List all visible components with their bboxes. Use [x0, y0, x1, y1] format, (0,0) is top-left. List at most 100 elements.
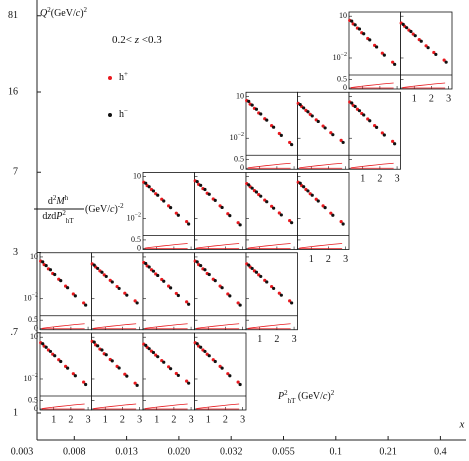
point	[144, 261, 148, 266]
point	[353, 104, 357, 109]
legend-sup: +	[124, 70, 128, 78]
point	[277, 211, 281, 215]
panel-y-label-num: d2Mh	[48, 194, 69, 208]
band	[299, 243, 343, 249]
panel-frame	[245, 91, 298, 170]
point	[174, 291, 178, 296]
point	[123, 291, 127, 295]
x-tick-label: 2	[274, 334, 279, 345]
point	[104, 353, 108, 357]
legend-label: h−	[119, 107, 128, 121]
point	[306, 110, 310, 114]
point	[185, 300, 189, 304]
point	[339, 219, 343, 224]
ratio-y-tick-label: 0	[34, 324, 38, 333]
point	[135, 301, 139, 305]
panel-frame	[142, 252, 195, 331]
point	[272, 286, 276, 291]
text-part: <0.3	[139, 34, 162, 46]
point	[84, 303, 88, 307]
band	[144, 243, 188, 249]
y-tick-sup: −2	[341, 52, 347, 58]
panel-frame	[194, 172, 247, 250]
point	[265, 118, 269, 122]
panel-frame	[39, 332, 92, 411]
point	[419, 39, 423, 43]
y-tick-label: 10−2	[24, 373, 38, 382]
point	[82, 380, 86, 384]
point	[151, 189, 156, 193]
point	[259, 112, 263, 116]
point	[187, 302, 191, 306]
point	[59, 359, 63, 364]
point	[323, 206, 327, 210]
point	[279, 293, 283, 297]
outer-y-tick-label: .7	[11, 327, 19, 338]
point	[110, 359, 114, 363]
outer-x-tick-label: 0.21	[379, 446, 397, 457]
point	[147, 265, 151, 269]
x-tick-label: 1	[257, 334, 262, 345]
point	[187, 222, 191, 226]
band	[93, 323, 137, 329]
annotation: 0.2< z <0.3	[112, 34, 162, 46]
outer-x-tick-label: 0.013	[115, 446, 138, 457]
band	[196, 323, 240, 329]
x-tick-label: 3	[86, 414, 91, 425]
y-tick-base: 10	[333, 53, 341, 62]
point	[71, 292, 75, 296]
text-part: P	[277, 391, 284, 402]
y-tick-label: 10	[30, 252, 38, 261]
text-part: h	[65, 194, 69, 202]
point	[250, 103, 254, 107]
point	[331, 213, 335, 217]
band	[350, 82, 394, 89]
y-tick-base: 10	[127, 213, 135, 222]
point	[238, 223, 242, 227]
point	[66, 366, 70, 370]
band	[247, 162, 291, 169]
point	[290, 301, 294, 305]
point	[226, 372, 230, 376]
point	[323, 126, 327, 130]
point	[169, 367, 173, 371]
point	[135, 383, 139, 387]
outer-x-tick-label: 0.1	[330, 446, 343, 457]
point	[203, 268, 207, 272]
point	[176, 213, 180, 217]
point	[279, 133, 283, 137]
point	[254, 107, 259, 111]
point	[238, 303, 242, 307]
point	[432, 50, 436, 55]
ratio-y-tick-label: 0.5	[28, 315, 38, 324]
point	[393, 62, 397, 66]
point	[393, 142, 397, 146]
band	[247, 323, 291, 329]
panel-x-label: P2hT (GeV/c)2	[277, 389, 335, 405]
point	[96, 344, 100, 348]
point	[254, 270, 259, 274]
point	[92, 263, 96, 267]
outer-x-tick-label: 0.032	[220, 446, 243, 457]
text-part: (GeV/	[295, 391, 323, 402]
point	[329, 211, 333, 215]
point	[110, 280, 114, 284]
point	[382, 133, 386, 137]
point	[341, 222, 345, 226]
point	[71, 372, 75, 376]
point	[270, 284, 274, 289]
point	[316, 119, 320, 124]
point	[265, 280, 269, 284]
point	[53, 354, 57, 358]
point	[162, 199, 166, 203]
point	[174, 211, 178, 215]
point	[329, 131, 333, 135]
y-tick-base: 10	[24, 374, 32, 383]
x-tick-label: 1	[51, 414, 56, 425]
point	[444, 60, 448, 64]
point	[100, 270, 104, 274]
band	[402, 82, 446, 89]
point	[306, 189, 310, 193]
point	[357, 109, 362, 113]
band	[299, 162, 343, 169]
